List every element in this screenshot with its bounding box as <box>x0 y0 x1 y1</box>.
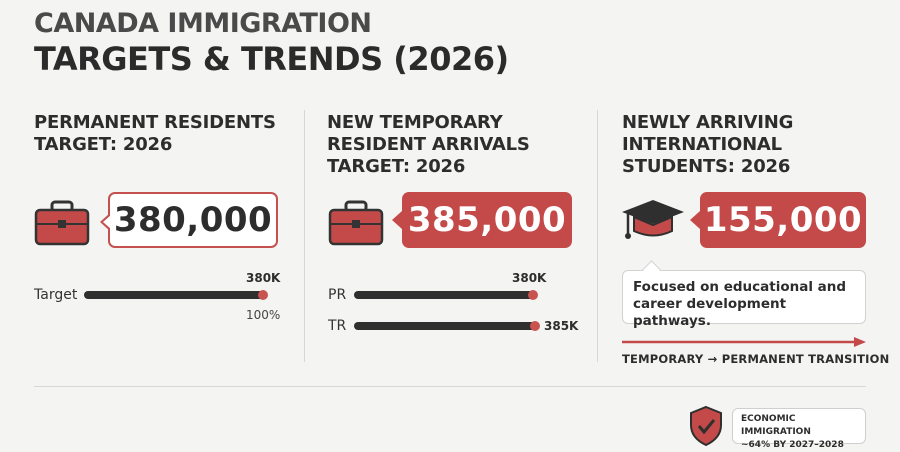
transition-label: TEMPORARY → PERMANENT TRANSITION <box>622 352 890 366</box>
column-2-title-line-2: RESIDENT ARRIVALS <box>327 134 530 155</box>
bar-end-dot <box>528 290 538 300</box>
students-note-line-2: career development pathways. <box>633 296 787 329</box>
note-tail <box>642 260 661 279</box>
bar-label: Target <box>34 287 78 303</box>
students-note: Focused on educational and career develo… <box>622 260 866 329</box>
tr-arrivals-value-box: 385,000 <box>392 192 572 248</box>
bar-label: PR <box>328 287 347 303</box>
callout-tail-inner <box>103 215 111 229</box>
bottom-divider <box>34 386 866 387</box>
bar-value-label: 380K <box>246 271 281 285</box>
column-2-title-line-3: TARGET: 2026 <box>327 156 466 177</box>
page-title: CANADA IMMIGRATION TARGETS & TRENDS (202… <box>34 8 509 78</box>
students-note-line-1: Focused on educational and <box>633 279 847 295</box>
column-2-title: NEW TEMPORARY RESIDENT ARRIVALS TARGET: … <box>327 112 530 178</box>
badge-line-1: ECONOMIC IMMIGRATION <box>741 414 811 437</box>
page-title-line-1: CANADA IMMIGRATION <box>34 8 372 39</box>
bar-end-dot <box>530 321 540 331</box>
pr-target-value: 380,000 <box>113 200 273 240</box>
page-title-line-2: TARGETS & TRENDS (2026) <box>34 40 509 78</box>
bar-track <box>354 291 534 299</box>
graduation-cap-icon <box>622 200 684 239</box>
column-3-title-line-1: NEWLY ARRIVING <box>622 112 794 133</box>
students-value: 155,000 <box>703 200 863 240</box>
bar-label: TR <box>328 318 347 334</box>
tr-arrivals-value: 385,000 <box>407 200 567 240</box>
pr-target-value-box: 380,000 <box>100 192 278 248</box>
column-divider <box>597 110 598 362</box>
column-1-title-line-1: PERMANENT RESIDENTS <box>34 112 276 133</box>
callout-tail <box>690 211 700 229</box>
bar-end-dot <box>258 290 268 300</box>
column-3-title: NEWLY ARRIVING INTERNATIONAL STUDENTS: 2… <box>622 112 793 178</box>
bar-track <box>84 291 264 299</box>
shield-check-icon <box>690 405 722 447</box>
column-3-title-line-2: INTERNATIONAL <box>622 134 782 155</box>
transition-arrow-icon <box>622 337 866 347</box>
bar-percent-label: 100% <box>246 308 281 322</box>
economic-immigration-badge: ECONOMIC IMMIGRATION ~64% BY 2027–2028 <box>732 408 866 450</box>
bar-value-label: 385K <box>544 319 579 333</box>
column-1-title-line-2: TARGET: 2026 <box>34 134 173 155</box>
badge-line-2: ~64% BY 2027–2028 <box>741 440 844 450</box>
callout-tail <box>392 211 402 229</box>
briefcase-icon <box>34 200 90 246</box>
students-value-box: 155,000 <box>690 192 866 248</box>
bar-value-label: 380K <box>512 271 547 285</box>
bar-track <box>354 322 536 330</box>
briefcase-icon <box>328 200 384 246</box>
column-3-title-line-3: STUDENTS: 2026 <box>622 156 791 177</box>
column-2-title-line-1: NEW TEMPORARY <box>327 112 503 133</box>
column-1-title: PERMANENT RESIDENTS TARGET: 2026 <box>34 112 276 156</box>
column-divider <box>304 110 305 362</box>
